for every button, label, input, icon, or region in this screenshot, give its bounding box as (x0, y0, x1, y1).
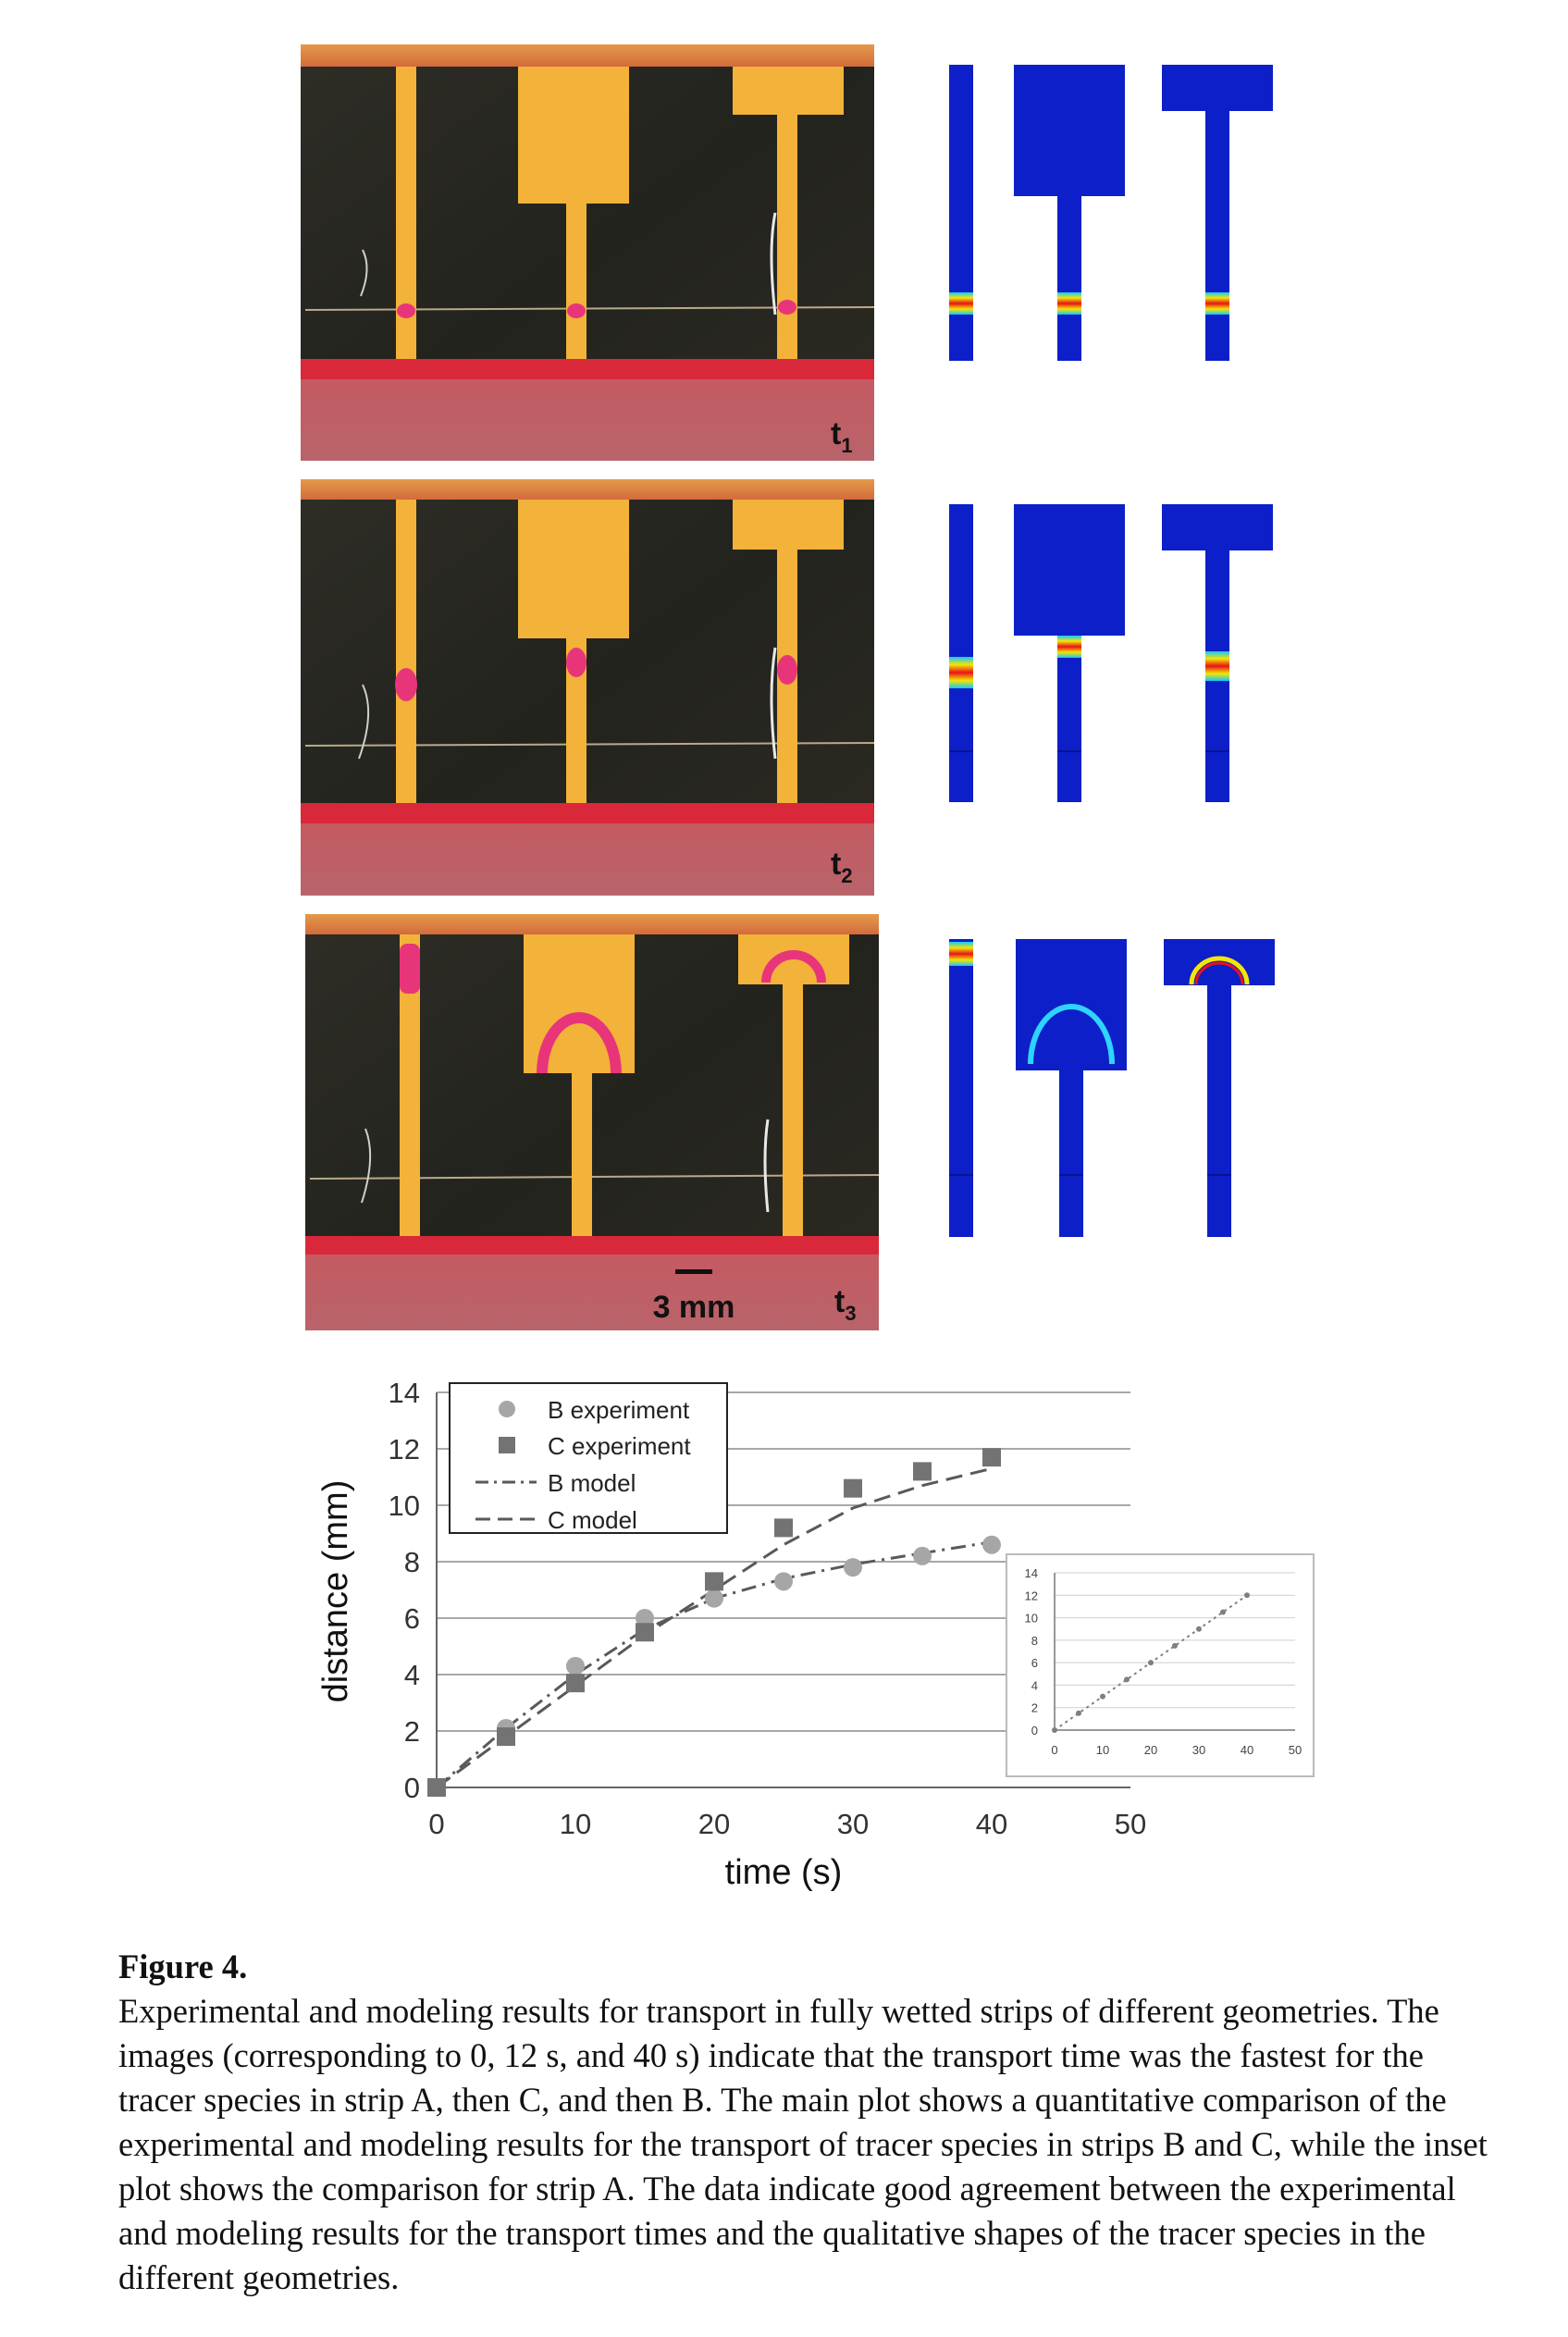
b-experiment-point (774, 1572, 793, 1591)
inset-point (1076, 1710, 1081, 1716)
inset-plot: 0 2 4 6 8 10 12 14 0 10 20 30 40 50 (1006, 1553, 1315, 1777)
c-experiment-point (427, 1778, 446, 1797)
inset-x-tick-40: 40 (1241, 1743, 1253, 1757)
y-tick-12: 12 (389, 1433, 420, 1465)
inset-x-tick-20: 20 (1144, 1743, 1157, 1757)
b-experiment-point (566, 1656, 585, 1675)
inset-point (1172, 1642, 1178, 1649)
inset-point (1052, 1727, 1057, 1733)
inset-plot-series (1052, 1592, 1250, 1733)
b-experiment-point (844, 1558, 862, 1577)
legend-marker-b-experiment (499, 1401, 515, 1417)
inset-y-tick-8: 8 (1031, 1634, 1038, 1648)
c-experiment-point (497, 1727, 515, 1747)
photo-panel-t1: t1 (301, 44, 875, 461)
inset-y-tick-6: 6 (1031, 1656, 1038, 1670)
caption-title: Figure 4. (118, 1948, 248, 1985)
inset-point (1196, 1626, 1202, 1632)
photo-panel-t2: t2 (301, 479, 875, 896)
c-experiment-point (566, 1674, 585, 1693)
scale-bar-label: 3 mm (653, 1290, 735, 1325)
inset-point (1220, 1609, 1226, 1615)
inset-y-tick-0: 0 (1031, 1724, 1038, 1737)
x-tick-10: 10 (560, 1808, 591, 1840)
main-plot: 0 2 4 6 8 10 12 14 0 10 20 30 40 50 time… (316, 1377, 1315, 1892)
inset-y-tick-4: 4 (1031, 1678, 1038, 1692)
simulation-row-t3 (949, 939, 1275, 1237)
c-experiment-point (705, 1572, 723, 1591)
main-plot-ticks: 0 2 4 6 8 10 12 14 0 10 20 30 40 50 (389, 1377, 1147, 1840)
main-x-axis-label: time (s) (725, 1853, 843, 1892)
main-legend: B experiment C experiment B model C mode… (449, 1382, 728, 1534)
inset-point (1124, 1676, 1130, 1683)
legend-label-b-experiment: B experiment (548, 1396, 690, 1424)
c-experiment-point (913, 1462, 932, 1481)
x-tick-50: 50 (1115, 1808, 1146, 1840)
c-experiment-point (844, 1478, 862, 1498)
photo-panel-t3: 3 mm t3 (305, 914, 880, 1330)
x-tick-30: 30 (837, 1808, 869, 1840)
y-tick-0: 0 (404, 1772, 420, 1804)
legend-label-b-model: B model (548, 1469, 636, 1497)
c-experiment-point (774, 1518, 793, 1538)
figure-4-graphic: t1 t2 3 mm t3 (301, 44, 1315, 1892)
inset-point (1148, 1660, 1154, 1666)
time-label-t3: t3 (834, 1284, 857, 1325)
x-tick-40: 40 (976, 1808, 1007, 1840)
b-experiment-point (982, 1535, 1001, 1554)
y-tick-4: 4 (404, 1659, 420, 1691)
main-plot-series (427, 1448, 1001, 1797)
y-tick-6: 6 (404, 1602, 420, 1635)
c-experiment-point (982, 1448, 1001, 1467)
inset-point (1244, 1592, 1250, 1599)
y-tick-14: 14 (389, 1377, 420, 1409)
x-tick-20: 20 (698, 1808, 730, 1840)
c-experiment-point (636, 1623, 654, 1642)
legend-marker-c-experiment (499, 1437, 515, 1453)
legend-label-c-model: C model (548, 1506, 637, 1534)
simulation-row-t2 (949, 504, 1273, 802)
inset-y-tick-10: 10 (1025, 1612, 1038, 1626)
y-tick-2: 2 (404, 1715, 420, 1748)
inset-point (1100, 1693, 1105, 1700)
b-experiment-point (913, 1546, 932, 1565)
inset-x-tick-30: 30 (1192, 1743, 1205, 1757)
y-tick-10: 10 (389, 1490, 420, 1522)
inset-y-tick-14: 14 (1025, 1566, 1038, 1580)
inset-plot-gridlines (1055, 1572, 1295, 1709)
inset-y-tick-2: 2 (1031, 1701, 1038, 1715)
x-tick-0: 0 (428, 1808, 444, 1840)
simulation-row-t1 (949, 65, 1273, 361)
time-label-t2: t2 (831, 847, 853, 887)
main-y-axis-label: distance (mm) (316, 1480, 355, 1703)
time-label-t1: t1 (831, 416, 853, 457)
inset-x-tick-10: 10 (1096, 1743, 1109, 1757)
inset-x-tick-0: 0 (1051, 1743, 1057, 1757)
inset-x-tick-50: 50 (1289, 1743, 1302, 1757)
caption-text: Experimental and modeling results for tr… (118, 1992, 1488, 2296)
y-tick-8: 8 (404, 1546, 420, 1578)
b-experiment-point (705, 1589, 723, 1608)
legend-label-c-experiment: C experiment (548, 1432, 691, 1460)
b-experiment-point (636, 1609, 654, 1627)
figure-caption: Figure 4. Experimental and modeling resu… (118, 1945, 1488, 2300)
inset-plot-ticks: 0 2 4 6 8 10 12 14 0 10 20 30 40 50 (1025, 1566, 1303, 1757)
scale-bar (675, 1269, 712, 1274)
inset-y-tick-12: 12 (1025, 1589, 1038, 1602)
